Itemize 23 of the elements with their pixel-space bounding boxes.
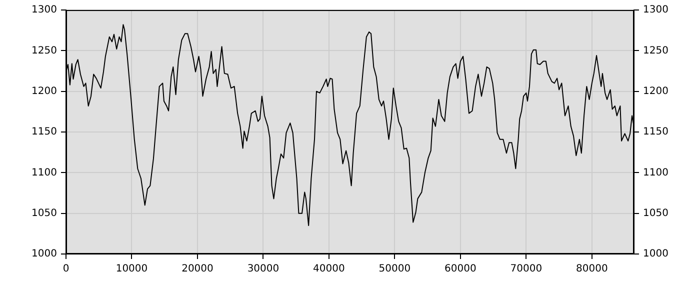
y-tick-label: 1200	[32, 86, 57, 97]
y-tick-label: 1250	[32, 45, 57, 56]
x-tick-label: 40000	[313, 264, 345, 275]
y-tick-label: 1050	[32, 208, 57, 219]
y-tick-label: 1100	[32, 167, 57, 178]
x-tick-label: 0	[62, 264, 70, 275]
y2-tick-label: 1150	[643, 126, 668, 138]
y2-tick-label: 1100	[643, 167, 668, 178]
y2-tick-label: 1250	[643, 45, 668, 56]
x-tick-label: 10000	[116, 264, 148, 275]
y2-tick-label: 1000	[643, 248, 668, 260]
y-tick-label: 1000	[32, 248, 57, 260]
y-tick-label: 1300	[32, 4, 57, 16]
x-tick-label: 80000	[576, 264, 608, 275]
x-tick-label: 70000	[510, 264, 542, 275]
y2-tick-label: 1300	[643, 4, 668, 16]
x-tick-label: 50000	[378, 264, 411, 275]
x-tick-label: 20000	[182, 264, 214, 275]
y2-tick-label: 1200	[643, 86, 668, 97]
x-tick-label: 60000	[444, 264, 476, 275]
x-tick-label: 30000	[247, 264, 280, 275]
y-tick-label: 1150	[32, 126, 57, 138]
y2-tick-label: 1050	[643, 208, 668, 219]
